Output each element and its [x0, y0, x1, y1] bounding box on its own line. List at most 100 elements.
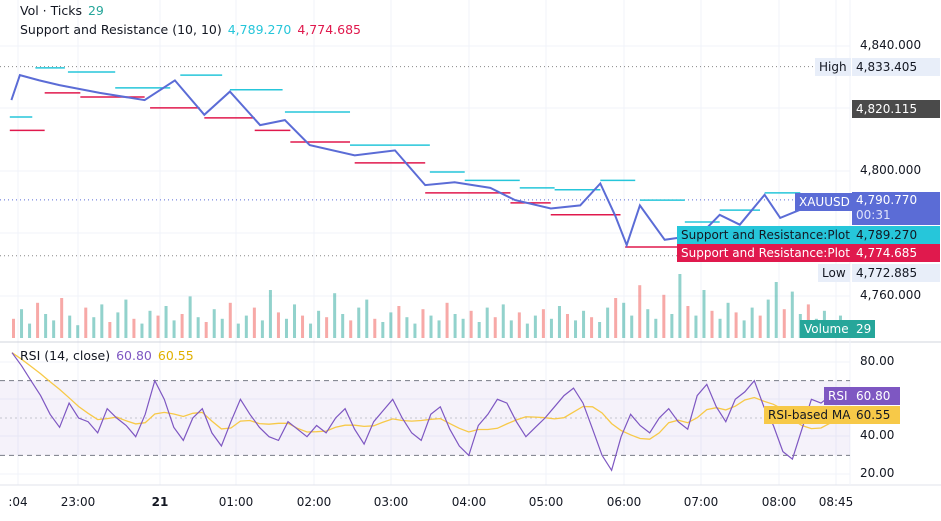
volume-bar: [373, 318, 377, 338]
volume-bar: [164, 306, 168, 338]
volume-bar: [381, 322, 385, 338]
volume-bar: [718, 318, 722, 338]
time-axis-label: :04: [8, 495, 28, 509]
volume-bar: [654, 318, 658, 338]
volume-bar: [236, 323, 240, 338]
volume-bar: [20, 309, 24, 338]
volume-bar: [268, 290, 272, 338]
volume-bar: [220, 318, 224, 338]
support-plot-label: Support and Resistance:Plot: [677, 244, 854, 262]
volume-value-tag: 29: [852, 320, 876, 338]
volume-bar: [108, 322, 112, 338]
volume-bar: [244, 315, 248, 338]
volume-bar: [252, 307, 256, 338]
volume-bar: [461, 318, 465, 338]
volume-bar: [413, 323, 417, 338]
volume-bar: [309, 323, 313, 338]
volume-bar: [196, 317, 200, 338]
volume-bar: [453, 314, 457, 338]
rsi-tag-label: RSI: [824, 387, 852, 405]
volume-bar: [124, 299, 128, 338]
volume-bar: [44, 314, 48, 338]
time-axis-label: 08:00: [761, 495, 797, 509]
volume-bar: [140, 323, 144, 338]
time-axis-label: 04:00: [451, 495, 487, 509]
volume-bar: [172, 320, 176, 338]
volume-bar: [750, 307, 754, 338]
sr-legend-resistance: 4,789.270: [227, 22, 292, 37]
volume-bar: [132, 318, 136, 338]
time-axis-label: 23:00: [60, 495, 96, 509]
volume-bar: [606, 307, 610, 338]
symbol-tag: XAUUSD: [795, 193, 854, 211]
time-axis-label: 03:00: [373, 495, 409, 509]
volume-bar: [188, 296, 192, 338]
volume-bar: [557, 306, 561, 338]
volume-bar: [638, 285, 642, 338]
volume-bar: [541, 309, 545, 338]
volume-bar: [36, 302, 40, 338]
volume-bar: [228, 302, 232, 338]
resistance-value-tag: 4,789.270: [852, 226, 940, 244]
volume-bar: [325, 317, 329, 338]
volume-bar: [357, 307, 361, 338]
volume-bar: [686, 306, 690, 338]
volume-bar: [710, 310, 714, 338]
volume-bar: [694, 315, 698, 338]
volume-bar: [52, 320, 56, 338]
volume-bar: [100, 304, 104, 338]
volume-bar: [678, 274, 682, 338]
volume-bar: [437, 320, 441, 338]
last-price-tag: 4,790.770 00:31: [852, 192, 940, 225]
resistance-plot-label: Support and Resistance:Plot: [677, 226, 854, 244]
volume-bar: [509, 320, 513, 338]
time-axis-label: 21: [151, 495, 169, 509]
volume-bar: [630, 315, 634, 338]
volume-bar: [293, 304, 297, 338]
rsi-axis-label: 20.00: [860, 466, 895, 480]
volume-bar: [662, 294, 666, 338]
rsi-tag-value: 60.80: [852, 387, 900, 405]
volume-bar: [614, 298, 618, 338]
volume-bar: [670, 314, 674, 338]
volume-bar: [84, 307, 88, 338]
rsi-legend-ma: 60.55: [157, 348, 194, 363]
volume-bar: [702, 290, 706, 338]
volume-bar: [349, 320, 353, 338]
last-price: 4,790.770: [856, 193, 918, 207]
volume-bar: [333, 293, 337, 338]
volume-bar: [549, 318, 553, 338]
volume-legend: Vol · Ticks 29: [20, 3, 110, 18]
volume-bar: [622, 302, 626, 338]
rsi-ma-tag-value: 60.55: [852, 406, 900, 424]
volume-bar: [533, 315, 537, 338]
volume-bar: [565, 314, 569, 338]
volume-bar: [317, 310, 321, 338]
volume-bar: [389, 312, 393, 338]
rsi-ma-line: [11, 352, 841, 440]
volume-bar: [493, 317, 497, 338]
volume-bar: [12, 318, 15, 338]
time-axis-label: 07:00: [683, 495, 719, 509]
time-axis-label: 02:00: [296, 495, 332, 509]
low-value: 4,772.885: [852, 264, 940, 282]
volume-bar: [92, 317, 96, 338]
volume-bar: [429, 315, 433, 338]
volume-bar: [260, 320, 264, 338]
volume-bar: [365, 299, 369, 338]
volume-bar: [501, 304, 505, 338]
time-axis-label: 08:45: [818, 495, 854, 509]
volume-label-tag: Volume: [800, 320, 853, 338]
volume-bar: [726, 302, 730, 338]
high-value: 4,833.405: [852, 58, 940, 76]
rsi-ma-tag-label: RSI-based MA: [764, 406, 855, 424]
volume-bar: [517, 312, 521, 338]
volume-bar: [646, 309, 650, 338]
volume-legend-label: Vol · Ticks: [20, 3, 82, 18]
volume-bar: [397, 306, 401, 338]
rsi-axis-label: 40.00: [860, 428, 895, 442]
price-axis-label: 4,840.000: [860, 38, 922, 52]
bar-countdown: 00:31: [856, 208, 891, 222]
volume-bar: [60, 298, 64, 338]
volume-bar: [574, 320, 578, 338]
